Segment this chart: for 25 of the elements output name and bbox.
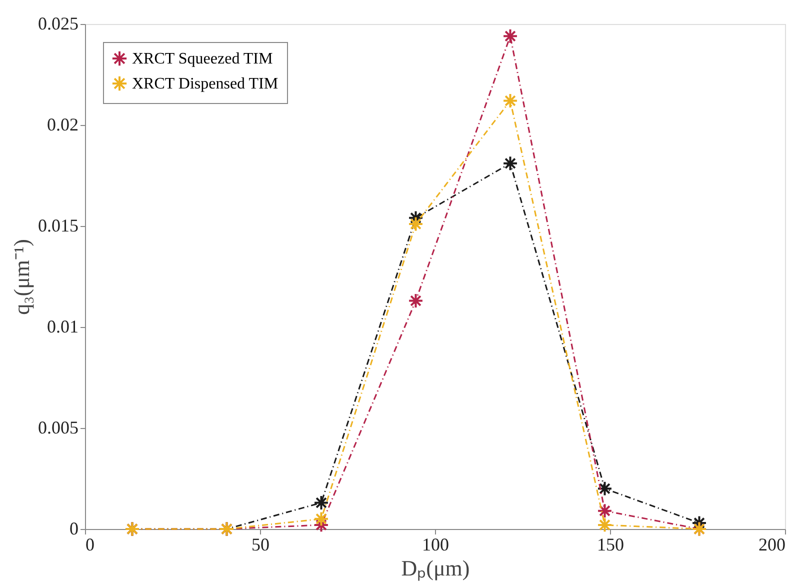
x-tick-label: 50 — [252, 534, 270, 554]
y-tick-label: 0 — [70, 518, 78, 538]
y-tick-label: 0.005 — [38, 418, 78, 438]
point — [314, 511, 329, 527]
legend-label: XRCT Dispensed TIM — [132, 76, 278, 92]
x-tick-label: 200 — [758, 534, 786, 554]
x-axis-title: Dₚ(μm) — [401, 556, 470, 582]
y-tick-label: 0.015 — [38, 216, 78, 236]
x-tick-label: 100 — [422, 534, 449, 554]
point — [502, 156, 518, 172]
x-tick-label: 0 — [86, 534, 94, 554]
y-tick-label: 0.02 — [47, 114, 78, 134]
point — [408, 216, 424, 232]
x-tick-label: 150 — [597, 534, 624, 554]
point — [502, 28, 518, 44]
point — [314, 495, 329, 510]
point — [408, 293, 424, 308]
point — [597, 480, 612, 496]
y-tick-label: 0.01 — [47, 316, 78, 336]
point — [597, 503, 612, 519]
y-axis-title: q₃(μm⁻¹) — [9, 239, 34, 315]
y-tick-label: 0.025 — [38, 14, 78, 34]
point — [502, 93, 518, 108]
legend-label: XRCT Squeezed TIM — [132, 50, 273, 68]
point — [597, 517, 612, 533]
